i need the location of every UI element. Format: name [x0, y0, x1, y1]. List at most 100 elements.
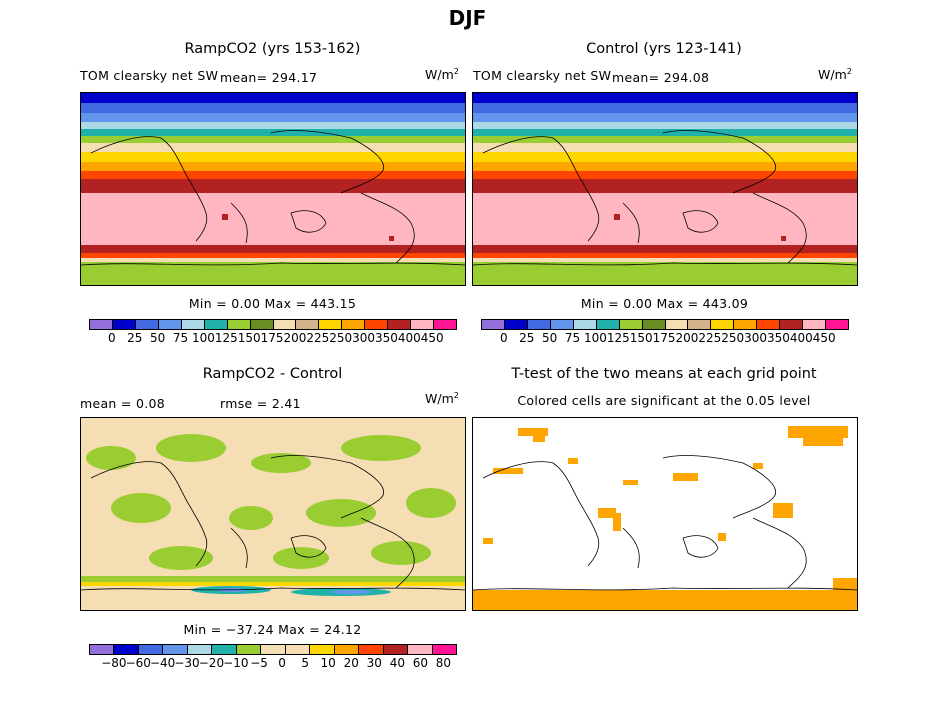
ramp-colorbar-tick-label: 175 [260, 331, 284, 345]
control-colorbar-swatch [550, 320, 574, 329]
control-colorbar-tick-label: 400 [789, 331, 813, 345]
control-colorbar-tick-label: 450 [812, 331, 836, 345]
control-panel-title: Control (yrs 123-141) [586, 41, 742, 57]
control-colorbar-swatch [482, 320, 505, 329]
diff-panel-title: RampCO2 - Control [202, 366, 343, 382]
control-colorbar [481, 319, 849, 330]
ramp-colorbar-tick-label: 300 [352, 331, 375, 345]
diff-rmse-label: rmse = 2.41 [220, 396, 301, 411]
ramp-colorbar-swatch [365, 320, 389, 329]
ttest-map-svg [473, 418, 857, 610]
diff-colorbar-swatch [261, 645, 286, 654]
diff-map-svg [81, 418, 465, 610]
ramp-colorbar-tick-label: 350 [374, 331, 398, 345]
diff-colorbar-tick-label: 10 [320, 656, 336, 670]
ramp-colorbar-swatch [90, 320, 113, 329]
ramp-colorbar-swatch [135, 320, 159, 329]
diff-colorbar-swatch [236, 645, 262, 654]
ramp-colorbar-swatch [158, 320, 182, 329]
ramp-colorbar-swatch [296, 320, 320, 329]
diff-colorbar-labels: −80 −60 −40 −30 −20 −10 −5 0 5 10 20 30 40 60 80 [89, 656, 455, 670]
ramp-colorbar-tick-label: 200 [283, 331, 307, 345]
diff-map [80, 417, 466, 611]
ramp-colorbar-swatch [250, 320, 274, 329]
control-colorbar-tick-label: 225 [698, 331, 722, 345]
ramp-colorbar-swatch [273, 320, 297, 329]
control-colorbar-swatch [826, 320, 848, 329]
diff-colorbar-tick-label: −60 [125, 656, 151, 670]
ramp-colorbar-swatch [319, 320, 343, 329]
diff-colorbar-swatch [408, 645, 433, 654]
control-colorbar-swatch [780, 320, 804, 329]
control-colorbar-labels: 0 25 50 75 100 125 150 175 200 225 250 300 350 400 450 [481, 331, 847, 345]
ramp-colorbar-swatch [434, 320, 456, 329]
ramp-colorbar-tick-label: 100 [191, 331, 215, 345]
ramp-colorbar-tick-label: 400 [397, 331, 421, 345]
ramp-colorbar-swatch [342, 320, 366, 329]
diff-colorbar-tick-label: −30 [174, 656, 200, 670]
diff-colorbar-swatch [212, 645, 237, 654]
diff-colorbar-tick-label: 40 [389, 656, 405, 670]
control-stats: Min = 0.00 Max = 443.09 [580, 296, 749, 311]
control-colorbar-tick-label: 100 [583, 331, 607, 345]
control-colorbar-tick-label: 250 [721, 331, 745, 345]
control-colorbar-tick-label: 150 [629, 331, 653, 345]
control-colorbar-tick-label: 125 [606, 331, 630, 345]
diff-colorbar [89, 644, 457, 655]
control-colorbar-swatch [803, 320, 827, 329]
diff-colorbar-swatch [285, 645, 311, 654]
ramp-colorbar-swatch [388, 320, 412, 329]
diff-colorbar-tick-label: −10 [223, 656, 249, 670]
control-colorbar-tick-label: 75 [564, 331, 581, 345]
diff-colorbar-tick-label: 20 [343, 656, 359, 670]
ttest-subtitle: Colored cells are significant at the 0.0… [517, 393, 811, 408]
ramp-panel-title: RampCO2 (yrs 153-162) [184, 41, 361, 57]
ramp-stats: Min = 0.00 Max = 443.15 [188, 296, 357, 311]
ramp-colorbar-labels: 0 25 50 75 100 125 150 175 200 225 250 300 350 400 450 [89, 331, 455, 345]
diff-colorbar-tick-label: −80 [101, 656, 127, 670]
diff-stats: Min = −37.24 Max = 24.12 [183, 622, 362, 637]
ramp-mean-label: mean= 294.17 [220, 70, 318, 85]
control-map-svg [473, 93, 857, 285]
diff-colorbar-tick-label: −40 [149, 656, 176, 670]
ramp-colorbar-swatch [411, 320, 435, 329]
diff-colorbar-tick-label: −20 [198, 656, 225, 670]
control-colorbar-swatch [665, 320, 689, 329]
control-colorbar-swatch [642, 320, 666, 329]
ramp-colorbar-tick-label: 450 [420, 331, 444, 345]
figure-title: DJF [448, 6, 487, 30]
control-colorbar-tick-label: 25 [519, 331, 535, 345]
control-colorbar-swatch [734, 320, 758, 329]
diff-colorbar-tick-label: 80 [435, 656, 452, 670]
diff-colorbar-swatch [310, 645, 335, 654]
diff-colorbar-swatch [432, 645, 457, 654]
control-colorbar-tick-label: 175 [652, 331, 676, 345]
control-colorbar-tick-label: 0 [500, 331, 508, 345]
diff-colorbar-tick-label: 30 [366, 656, 382, 670]
control-map [472, 92, 858, 286]
ramp-colorbar-swatch [227, 320, 251, 329]
ramp-colorbar-swatch [112, 320, 136, 329]
control-colorbar-swatch [504, 320, 528, 329]
control-mean-label: mean= 294.08 [612, 70, 710, 85]
diff-colorbar-swatch [383, 645, 409, 654]
control-colorbar-tick-label: 200 [675, 331, 699, 345]
control-colorbar-swatch [573, 320, 597, 329]
ramp-map [80, 92, 466, 286]
diff-colorbar-tick-label: 60 [412, 656, 429, 670]
control-variable-label: TOM clearsky net SW [473, 68, 612, 83]
diff-colorbar-swatch [114, 645, 139, 654]
control-colorbar-tick-label: 300 [744, 331, 767, 345]
diff-colorbar-swatch [187, 645, 213, 654]
control-colorbar-swatch [688, 320, 712, 329]
ttest-map [472, 417, 858, 611]
diff-units-label: W/m2 [425, 391, 459, 407]
diff-colorbar-swatch [90, 645, 115, 654]
ramp-colorbar-swatch [204, 320, 228, 329]
ramp-map-svg [81, 93, 465, 285]
diff-colorbar-swatch [359, 645, 384, 654]
ramp-colorbar-tick-label: 150 [237, 331, 261, 345]
control-colorbar-swatch [757, 320, 781, 329]
diff-mean-label: mean = 0.08 [80, 396, 166, 411]
control-colorbar-swatch [596, 320, 620, 329]
